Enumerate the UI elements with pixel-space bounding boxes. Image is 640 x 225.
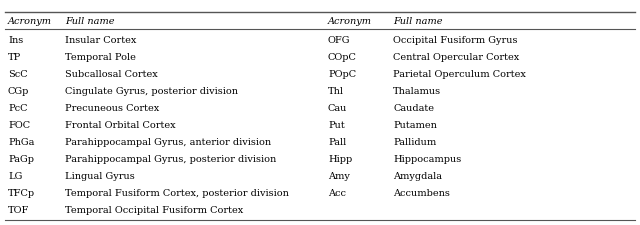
Text: Cingulate Gyrus, posterior division: Cingulate Gyrus, posterior division	[65, 87, 238, 96]
Text: ScC: ScC	[8, 70, 28, 79]
Text: Precuneous Cortex: Precuneous Cortex	[65, 104, 159, 112]
Text: Amygdala: Amygdala	[393, 171, 442, 180]
Text: Put: Put	[328, 121, 345, 130]
Text: Hipp: Hipp	[328, 155, 352, 164]
Text: TFCp: TFCp	[8, 189, 35, 198]
Text: Subcallosal Cortex: Subcallosal Cortex	[65, 70, 157, 79]
Text: Acronym: Acronym	[328, 16, 372, 25]
Text: COpC: COpC	[328, 53, 357, 62]
Text: Full name: Full name	[65, 16, 115, 25]
Text: Thl: Thl	[328, 87, 344, 96]
Text: PaGp: PaGp	[8, 155, 34, 164]
Text: Amy: Amy	[328, 171, 350, 180]
Text: Caudate: Caudate	[393, 104, 434, 112]
Text: Pallidum: Pallidum	[393, 137, 436, 146]
Text: OFG: OFG	[328, 36, 351, 45]
Text: Putamen: Putamen	[393, 121, 437, 130]
Text: PcC: PcC	[8, 104, 28, 112]
Text: Occipital Fusiform Gyrus: Occipital Fusiform Gyrus	[393, 36, 518, 45]
Text: Pall: Pall	[328, 137, 346, 146]
Text: TOF: TOF	[8, 206, 29, 215]
Text: Parietal Operculum Cortex: Parietal Operculum Cortex	[393, 70, 526, 79]
Text: Parahippocampal Gyrus, posterior division: Parahippocampal Gyrus, posterior divisio…	[65, 155, 276, 164]
Text: Temporal Fusiform Cortex, posterior division: Temporal Fusiform Cortex, posterior divi…	[65, 189, 289, 198]
Text: Hippocampus: Hippocampus	[393, 155, 461, 164]
Text: Temporal Occipital Fusiform Cortex: Temporal Occipital Fusiform Cortex	[65, 206, 243, 215]
Text: Thalamus: Thalamus	[393, 87, 441, 96]
Text: Lingual Gyrus: Lingual Gyrus	[65, 171, 135, 180]
Text: Frontal Orbital Cortex: Frontal Orbital Cortex	[65, 121, 175, 130]
Text: TP: TP	[8, 53, 21, 62]
Text: Accumbens: Accumbens	[393, 189, 450, 198]
Text: Central Opercular Cortex: Central Opercular Cortex	[393, 53, 519, 62]
Text: CGp: CGp	[8, 87, 29, 96]
Text: FOC: FOC	[8, 121, 30, 130]
Text: Ins: Ins	[8, 36, 23, 45]
Text: POpC: POpC	[328, 70, 356, 79]
Text: Acc: Acc	[328, 189, 346, 198]
Text: Parahippocampal Gyrus, anterior division: Parahippocampal Gyrus, anterior division	[65, 137, 271, 146]
Text: Acronym: Acronym	[8, 16, 52, 25]
Text: Insular Cortex: Insular Cortex	[65, 36, 136, 45]
Text: Full name: Full name	[393, 16, 442, 25]
Text: LG: LG	[8, 171, 22, 180]
Text: PhGa: PhGa	[8, 137, 35, 146]
Text: Cau: Cau	[328, 104, 348, 112]
Text: Temporal Pole: Temporal Pole	[65, 53, 136, 62]
